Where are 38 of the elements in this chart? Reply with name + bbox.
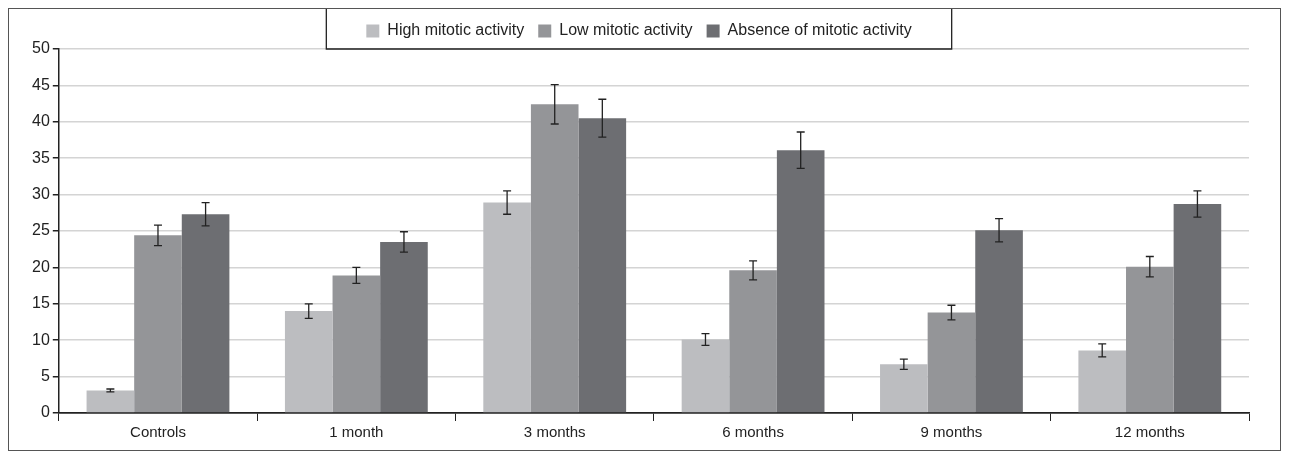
bar: [681, 339, 730, 413]
x-tick-label: 3 months: [523, 423, 586, 441]
y-tick-label: 25: [32, 221, 50, 239]
y-tick-label: 5: [40, 367, 50, 385]
x-tick-label: 6 months: [722, 423, 784, 441]
bar: [1173, 204, 1222, 413]
x-tick-label: 12 months: [1114, 423, 1185, 441]
x-tick-label: 9 months: [920, 423, 983, 441]
bar: [927, 312, 976, 413]
bar: [134, 235, 182, 413]
legend-label: Absence of mitotic activity: [727, 21, 912, 39]
bar: [483, 202, 531, 413]
y-tick-label: 35: [32, 148, 50, 166]
bar: [86, 390, 135, 413]
y-tick-label: 15: [32, 294, 50, 312]
bar: [181, 214, 230, 413]
bar: [284, 311, 333, 413]
bar: [380, 241, 428, 413]
y-tick-label: 20: [32, 257, 50, 275]
bar: [530, 104, 579, 413]
y-tick-label: 50: [32, 39, 50, 57]
bar: [776, 150, 825, 413]
bar: [1078, 350, 1127, 413]
bar: [729, 270, 777, 413]
y-tick-label: 10: [32, 330, 50, 348]
x-tick-label: 1 month: [329, 423, 384, 441]
bar: [880, 364, 928, 413]
bar: [332, 275, 381, 413]
bar: [975, 230, 1023, 413]
y-tick-label: 30: [32, 185, 50, 203]
x-tick-label: Controls: [130, 423, 186, 441]
legend-label: High mitotic activity: [387, 21, 525, 39]
y-tick-label: 40: [32, 112, 50, 130]
bar: [578, 118, 627, 413]
y-tick-label: 0: [40, 403, 50, 421]
bar: [1126, 266, 1174, 413]
y-tick-label: 45: [32, 75, 50, 93]
legend-label: Low mitotic activity: [559, 21, 693, 39]
